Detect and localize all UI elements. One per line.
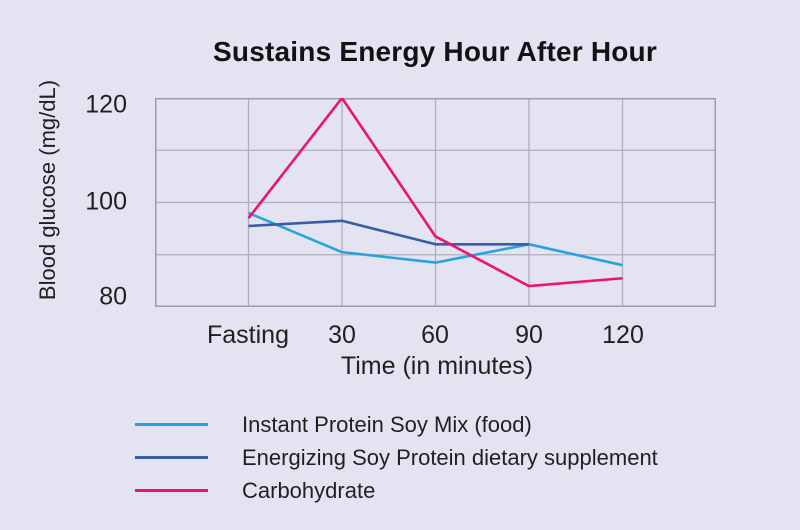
legend-line-swatch-navy [135, 456, 208, 459]
legend-label: Energizing Soy Protein dietary supplemen… [242, 444, 658, 470]
chart-legend: Instant Protein Soy Mix (food) Energizin… [135, 408, 658, 507]
legend-item-carbohydrate: Carbohydrate [135, 474, 658, 507]
plot-frame [155, 98, 716, 307]
y-tick-label-80: 80 [99, 282, 127, 311]
legend-item-soy-protein-supplement: Energizing Soy Protein dietary supplemen… [135, 441, 658, 474]
x-tick-label-60: 60 [421, 321, 449, 349]
series-line [248, 219, 529, 246]
legend-line-swatch-pink [135, 489, 208, 492]
y-tick-label-120: 120 [85, 90, 127, 119]
series-line [247, 211, 623, 267]
y-axis-title: Blood glucose (mg/dL) [35, 79, 60, 301]
x-tick-label-fasting: Fasting [207, 321, 289, 349]
y-tick-label-100: 100 [85, 187, 127, 216]
legend-label: Carbohydrate [242, 477, 376, 503]
x-tick-label-30: 30 [328, 321, 356, 349]
x-tick-label-120: 120 [602, 321, 644, 349]
line-chart-plot [155, 98, 716, 307]
chart-title: Sustains Energy Hour After Hour [213, 36, 657, 67]
series-line [247, 98, 623, 288]
legend-label: Instant Protein Soy Mix (food) [242, 411, 532, 437]
legend-line-swatch-cyan [135, 423, 208, 426]
x-tick-label-90: 90 [515, 321, 543, 349]
plot-area [155, 98, 716, 307]
legend-item-soy-mix-food: Instant Protein Soy Mix (food) [135, 408, 658, 441]
x-axis-title: Time (in minutes) [340, 352, 534, 380]
